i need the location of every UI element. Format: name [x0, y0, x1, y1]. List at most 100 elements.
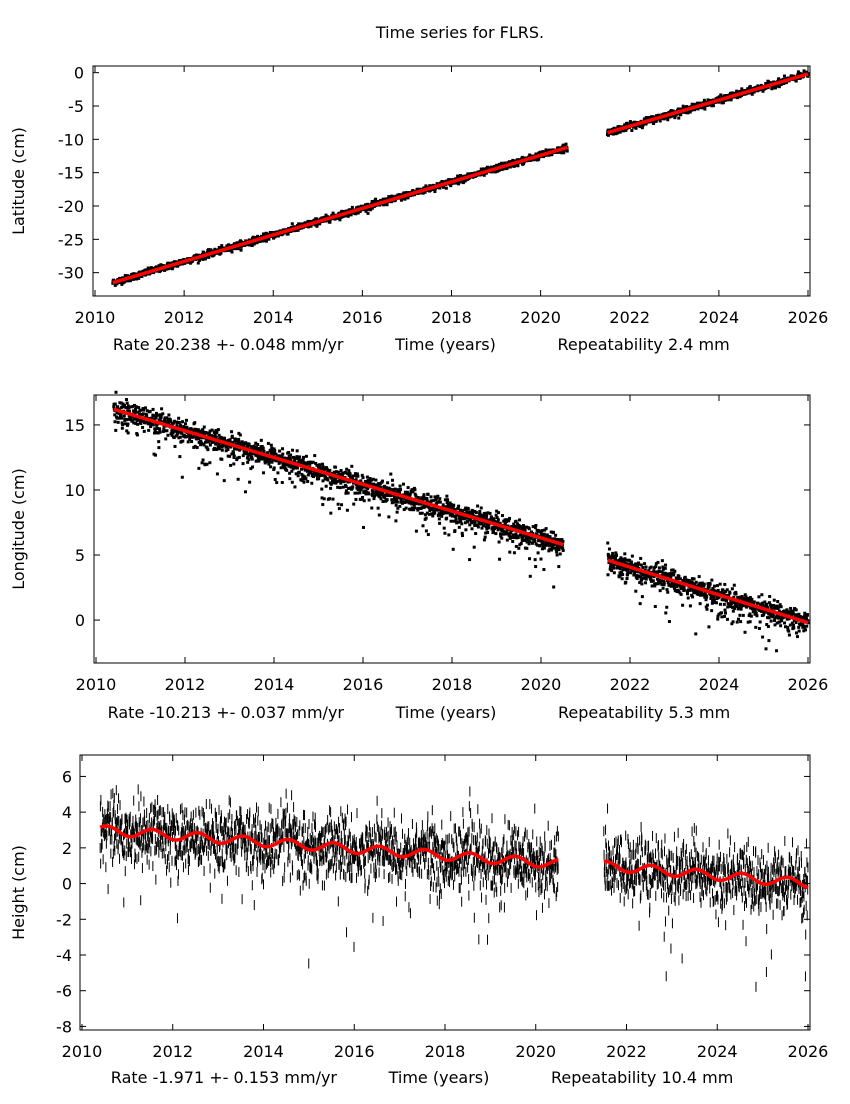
data-point [178, 421, 181, 424]
data-point [545, 527, 548, 530]
data-point [621, 577, 624, 580]
data-point [377, 507, 380, 510]
data-point [147, 429, 150, 432]
data-point [534, 565, 537, 568]
data-point [238, 456, 241, 459]
data-point [181, 420, 184, 423]
data-point [220, 458, 223, 461]
data-point [542, 568, 545, 571]
data-point [356, 475, 359, 478]
data-point [178, 455, 181, 458]
data-point [190, 440, 193, 443]
data-point [159, 431, 162, 434]
data-point [656, 561, 659, 564]
data-point [231, 435, 234, 438]
data-point [399, 488, 402, 491]
data-point [164, 437, 167, 440]
data-point [484, 536, 487, 539]
data-point [606, 573, 609, 576]
data-point [652, 579, 655, 582]
data-point [285, 469, 288, 472]
fit-line [608, 74, 809, 133]
data-point [247, 458, 250, 461]
data-point [438, 497, 441, 500]
data-point [506, 539, 509, 542]
data-point [386, 498, 389, 501]
data-point [242, 462, 245, 465]
data-point [634, 590, 637, 593]
data-point [480, 506, 483, 509]
data-point [440, 515, 443, 518]
data-point [336, 486, 339, 489]
data-point [351, 206, 354, 209]
x-tick-label: 2026 [788, 308, 829, 327]
data-point [478, 510, 481, 513]
data-point [323, 497, 326, 500]
data-point [641, 595, 644, 598]
data-point [395, 504, 398, 507]
x-tick-label: 2014 [253, 308, 294, 327]
data-point [141, 426, 144, 429]
data-point [415, 530, 418, 533]
data-point [396, 511, 399, 514]
data-point [179, 424, 182, 427]
x-tick-label: 2022 [610, 675, 651, 694]
data-point [485, 514, 488, 517]
data-point [562, 549, 565, 552]
data-point [399, 485, 402, 488]
data-point [664, 611, 667, 614]
data-point [654, 605, 657, 608]
data-point [321, 463, 324, 466]
data-point [552, 586, 555, 589]
data-point [275, 481, 278, 484]
data-point [114, 391, 117, 394]
data-point [400, 199, 403, 202]
data-point [270, 444, 273, 447]
data-point [313, 454, 316, 457]
data-point [552, 531, 555, 534]
data-point [217, 428, 220, 431]
data-point [291, 222, 294, 225]
data-point [405, 507, 408, 510]
data-point [677, 117, 680, 120]
data-point [559, 552, 562, 555]
data-point [686, 592, 689, 595]
data-point [269, 465, 272, 468]
data-point [460, 522, 463, 525]
data-point [654, 565, 657, 568]
data-point [501, 514, 504, 517]
data-point [370, 506, 373, 509]
x-tick-label: 2012 [165, 675, 206, 694]
data-point [543, 547, 546, 550]
data-point [350, 465, 353, 468]
data-point [160, 416, 163, 419]
data-point [305, 455, 308, 458]
data-point [302, 481, 305, 484]
data-point [320, 488, 323, 491]
data-point [230, 251, 233, 254]
data-point [533, 540, 536, 543]
data-point [352, 503, 355, 506]
data-point [473, 546, 476, 549]
data-point [421, 524, 424, 527]
data-point [208, 461, 211, 464]
data-point [230, 430, 233, 433]
data-point [517, 547, 520, 550]
data-point [640, 564, 643, 567]
data-point [117, 421, 120, 424]
data-point [631, 555, 634, 558]
data-point [386, 203, 389, 206]
data-point [640, 582, 643, 585]
data-point [232, 462, 235, 465]
data-point [611, 552, 614, 555]
data-point [127, 406, 130, 409]
data-point [349, 472, 352, 475]
data-point [407, 486, 410, 489]
data-point [433, 190, 436, 193]
y-tick-label: -30 [58, 264, 84, 283]
data-point [233, 455, 236, 458]
data-point [328, 469, 331, 472]
data-point [367, 492, 370, 495]
